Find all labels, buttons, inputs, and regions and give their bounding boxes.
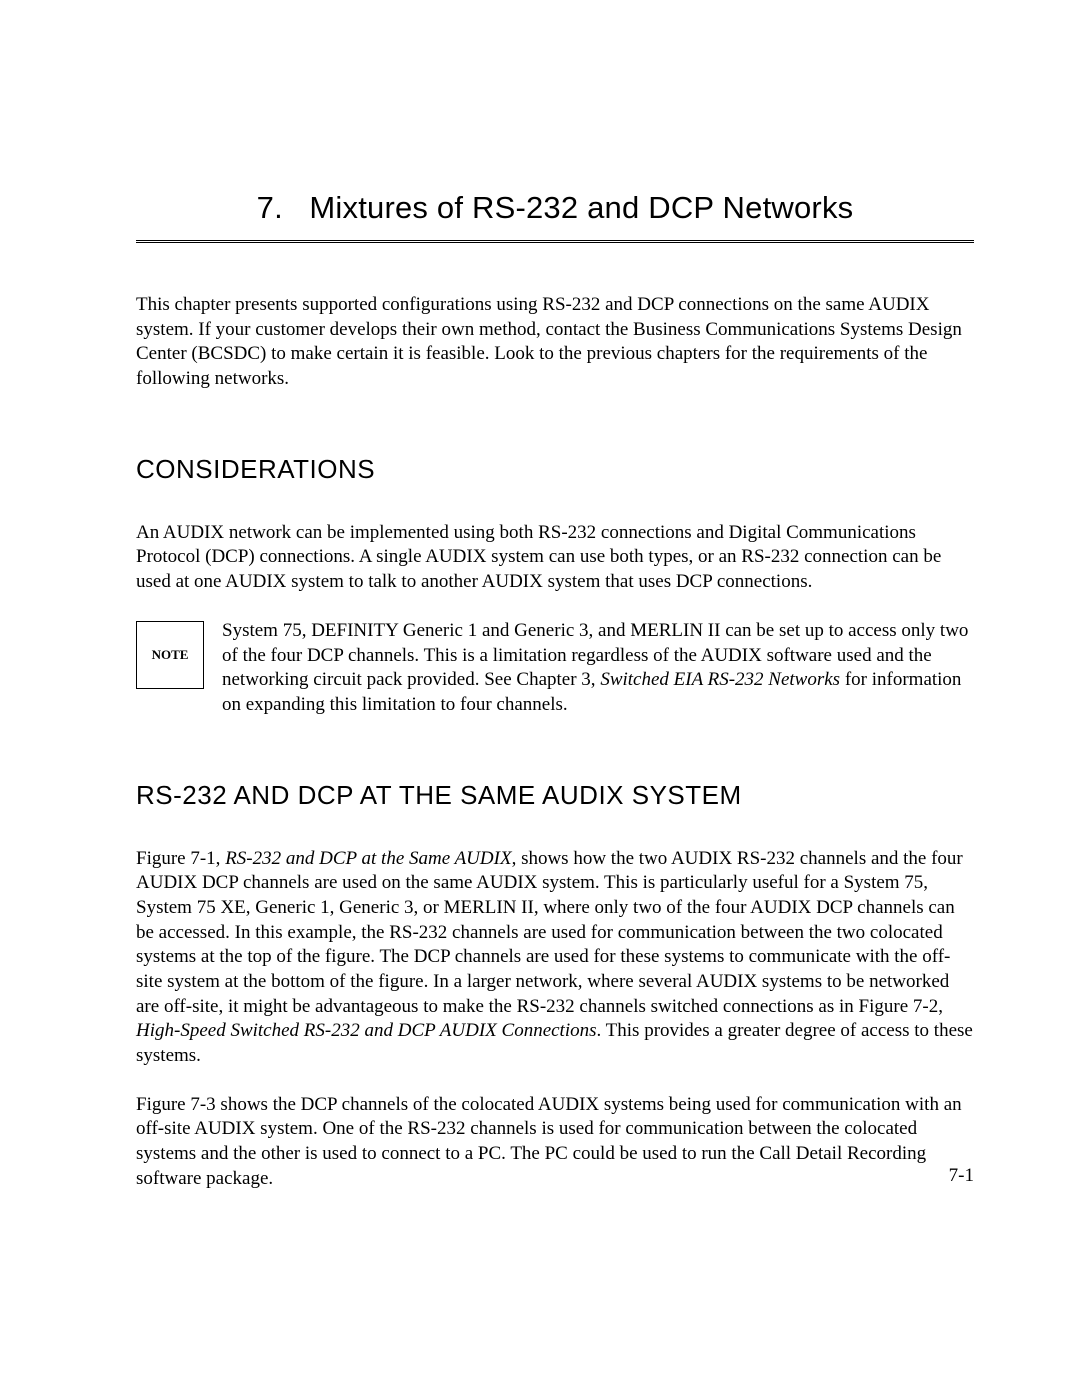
chapter-title-text: Mixtures of RS-232 and DCP Networks [309,190,853,225]
title-rule [136,240,974,247]
page-number: 7-1 [949,1165,974,1187]
note-text: System 75, DEFINITY Generic 1 and Generi… [222,619,974,718]
p1-italic-1: RS-232 and DCP at the Same AUDIX [225,848,511,869]
section-heading-same-system: RS-232 AND DCP AT THE SAME AUDIX SYSTEM [136,780,974,811]
same-system-paragraph-1: Figure 7-1, RS-232 and DCP at the Same A… [136,847,974,1069]
section-heading-considerations: CONSIDERATIONS [136,454,974,485]
chapter-title: 7. Mixtures of RS-232 and DCP Networks [136,190,974,226]
p1-run-b: , shows how the two AUDIX RS-232 channel… [136,848,963,1017]
chapter-intro: This chapter presents supported configur… [136,293,974,392]
note-label-box: NOTE [136,621,204,689]
p1-italic-2: High-Speed Switched RS-232 and DCP AUDIX… [136,1020,597,1041]
chapter-number: 7. [257,190,283,225]
note-text-italic: Switched EIA RS-232 Networks [600,669,840,690]
p1-run-a: Figure 7-1, [136,848,225,869]
same-system-paragraph-2: Figure 7-3 shows the DCP channels of the… [136,1093,974,1192]
considerations-paragraph-1: An AUDIX network can be implemented usin… [136,521,974,595]
note-block: NOTE System 75, DEFINITY Generic 1 and G… [136,619,974,718]
document-page: 7. Mixtures of RS-232 and DCP Networks T… [0,0,1080,1397]
